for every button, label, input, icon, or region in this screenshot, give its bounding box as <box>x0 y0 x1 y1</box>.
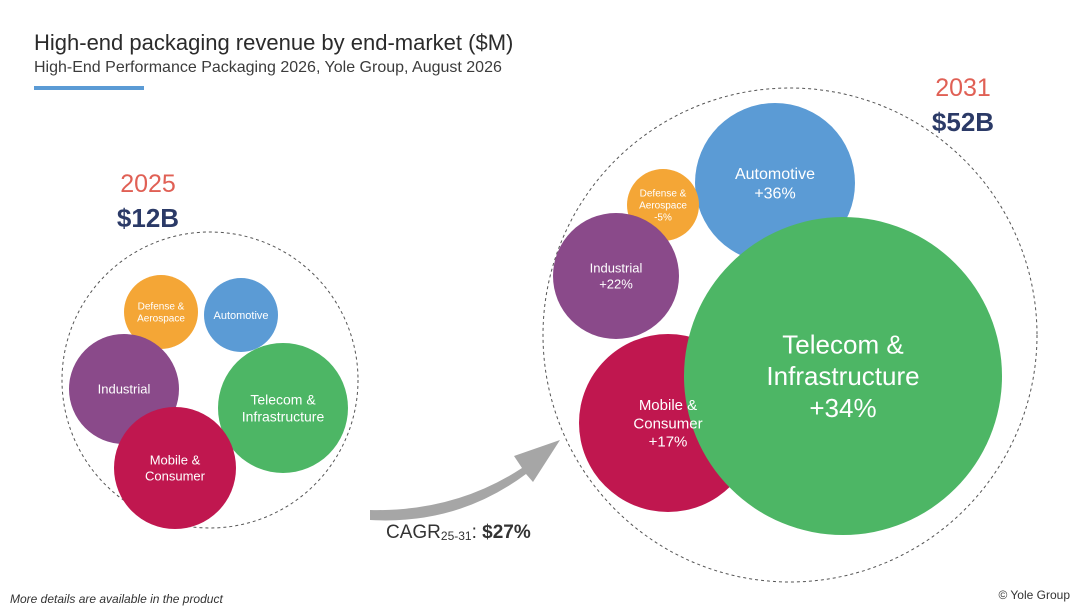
cagr-period: 25-31 <box>440 529 472 543</box>
bubble-label-2031-automotive: Automotive +36% <box>735 166 815 203</box>
bubble-label-2025-defense-and-aerospace: Defense & Aerospace <box>137 301 185 324</box>
bubble-label-2025-industrial: Industrial <box>98 382 151 397</box>
bubble-label-2031-defense-and-aerospace: Defense & Aerospace -5% <box>639 188 687 223</box>
year-label-2031: 2031 <box>935 74 991 102</box>
bubble-label-2031-industrial: Industrial +22% <box>590 261 643 292</box>
footnote: More details are available in the produc… <box>10 592 223 606</box>
cagr-text: CAGR <box>386 522 441 543</box>
bubble-2025-mobile-and-consumer <box>114 407 236 529</box>
bubble-label-2025-mobile-and-consumer: Mobile & Consumer <box>145 453 206 484</box>
bubble-label-2025-automotive: Automotive <box>213 310 268 322</box>
bubble-2025-automotive <box>204 278 278 352</box>
cagr-value: $27% <box>482 522 531 543</box>
bubble-label-2031-mobile-and-consumer: Mobile & Consumer +17% <box>633 397 702 451</box>
chart-title: High-end packaging revenue by end-market… <box>34 30 514 55</box>
growth-arrow <box>370 440 560 521</box>
copyright: © Yole Group <box>998 588 1070 602</box>
year-label-2025: 2025 <box>120 170 176 198</box>
group-outline-2031 <box>542 87 1038 583</box>
total-label-2031: $52B <box>931 107 995 137</box>
bubble-label-2025-telecom-and-infrastructure: Telecom & Infrastructure <box>242 391 325 424</box>
cagr-label: CAGR25-31: $27% <box>386 522 531 543</box>
bubble-2025-defense-and-aerospace <box>124 275 198 349</box>
bubble-label-2031-telecom-and-infrastructure: Telecom & Infrastructure +34% <box>766 329 919 422</box>
chart-subtitle: High-End Performance Packaging 2026, Yol… <box>34 59 502 76</box>
bubble-2031-telecom-and-infrastructure <box>684 217 1002 535</box>
total-label-2025: $12B <box>116 203 180 233</box>
group-outline-2025 <box>61 231 359 529</box>
title-accent-bar <box>34 86 144 90</box>
bubble-2025-telecom-and-infrastructure <box>218 343 348 473</box>
bubble-2031-industrial <box>553 213 679 339</box>
